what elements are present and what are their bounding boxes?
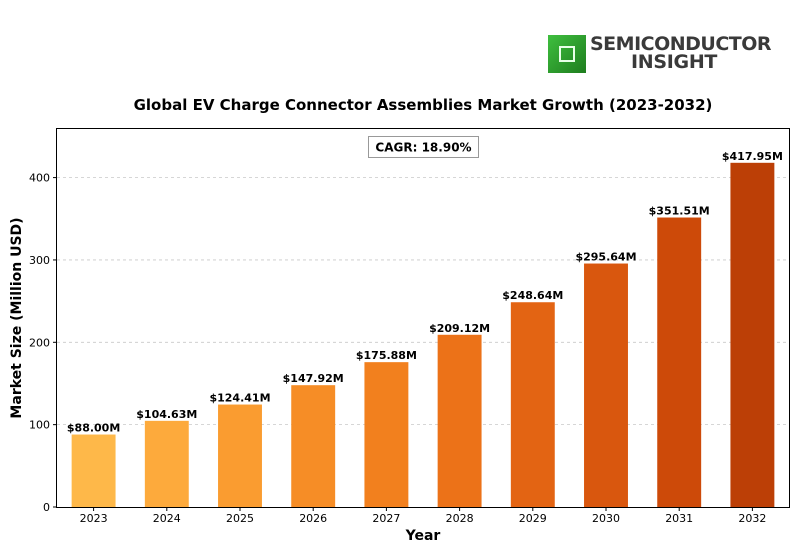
logo-text-line1: SEMICONDUCTOR (590, 33, 772, 55)
data-label-2032: $417.95M (722, 150, 783, 163)
x-tick-label-2023: 2023 (80, 512, 108, 525)
y-tick-label: 0 (43, 501, 50, 514)
logo-text-line2: INSIGHT (631, 51, 718, 73)
x-tick-label-2031: 2031 (665, 512, 693, 525)
data-label-2024: $104.63M (136, 408, 197, 421)
bar-2026 (291, 385, 336, 507)
cagr-annotation: CAGR: 18.90% (375, 141, 471, 155)
bar-2024 (144, 420, 189, 507)
data-label-2031: $351.51M (649, 205, 710, 218)
y-axis-label: Market Size (Million USD) (9, 217, 25, 418)
y-tick-label: 100 (29, 419, 50, 432)
x-tick-label-2024: 2024 (153, 512, 181, 525)
x-tick-label-2026: 2026 (299, 512, 327, 525)
x-tick-label-2028: 2028 (446, 512, 474, 525)
y-tick-label: 300 (29, 254, 50, 267)
y-tick-label: 400 (29, 172, 50, 185)
bar-2027 (364, 362, 409, 507)
axes: 0 100 200 300 400 2023 2024 2025 2026 2027 2028 202… (29, 172, 766, 525)
chip-icon (548, 35, 586, 73)
data-label-2025: $124.41M (209, 392, 270, 405)
bars (71, 162, 775, 507)
bar-2029 (510, 302, 555, 507)
data-label-2028: $209.12M (429, 322, 490, 335)
bar-2031 (657, 217, 702, 507)
x-tick-label-2030: 2030 (592, 512, 620, 525)
data-label-2023: $88.00M (67, 422, 120, 435)
y-tick-label: 200 (29, 336, 50, 349)
x-tick-label-2027: 2027 (372, 512, 400, 525)
plot-frame (56, 128, 790, 508)
chart-title: Global EV Charge Connector Assemblies Ma… (134, 96, 713, 114)
data-labels: $88.00M $104.63M $124.41M $147.92M $175.88M $… (67, 150, 783, 435)
semiconductor-insight-logo: SEMICONDUCTOR INSIGHT (548, 33, 772, 73)
x-tick-label-2029: 2029 (519, 512, 547, 525)
data-label-2027: $175.88M (356, 349, 417, 362)
bar-2025 (218, 404, 262, 507)
x-axis-label: Year (405, 528, 441, 544)
cagr-box (368, 136, 479, 158)
bar-2032 (730, 162, 775, 507)
x-tick-label-2025: 2025 (226, 512, 254, 525)
data-label-2026: $147.92M (283, 372, 344, 385)
x-tick-label-2032: 2032 (738, 512, 766, 525)
bar-2023 (71, 434, 116, 507)
data-label-2030: $295.64M (575, 251, 636, 264)
data-label-2029: $248.64M (502, 289, 563, 302)
bar-2030 (584, 263, 628, 507)
bar-2028 (437, 334, 482, 507)
